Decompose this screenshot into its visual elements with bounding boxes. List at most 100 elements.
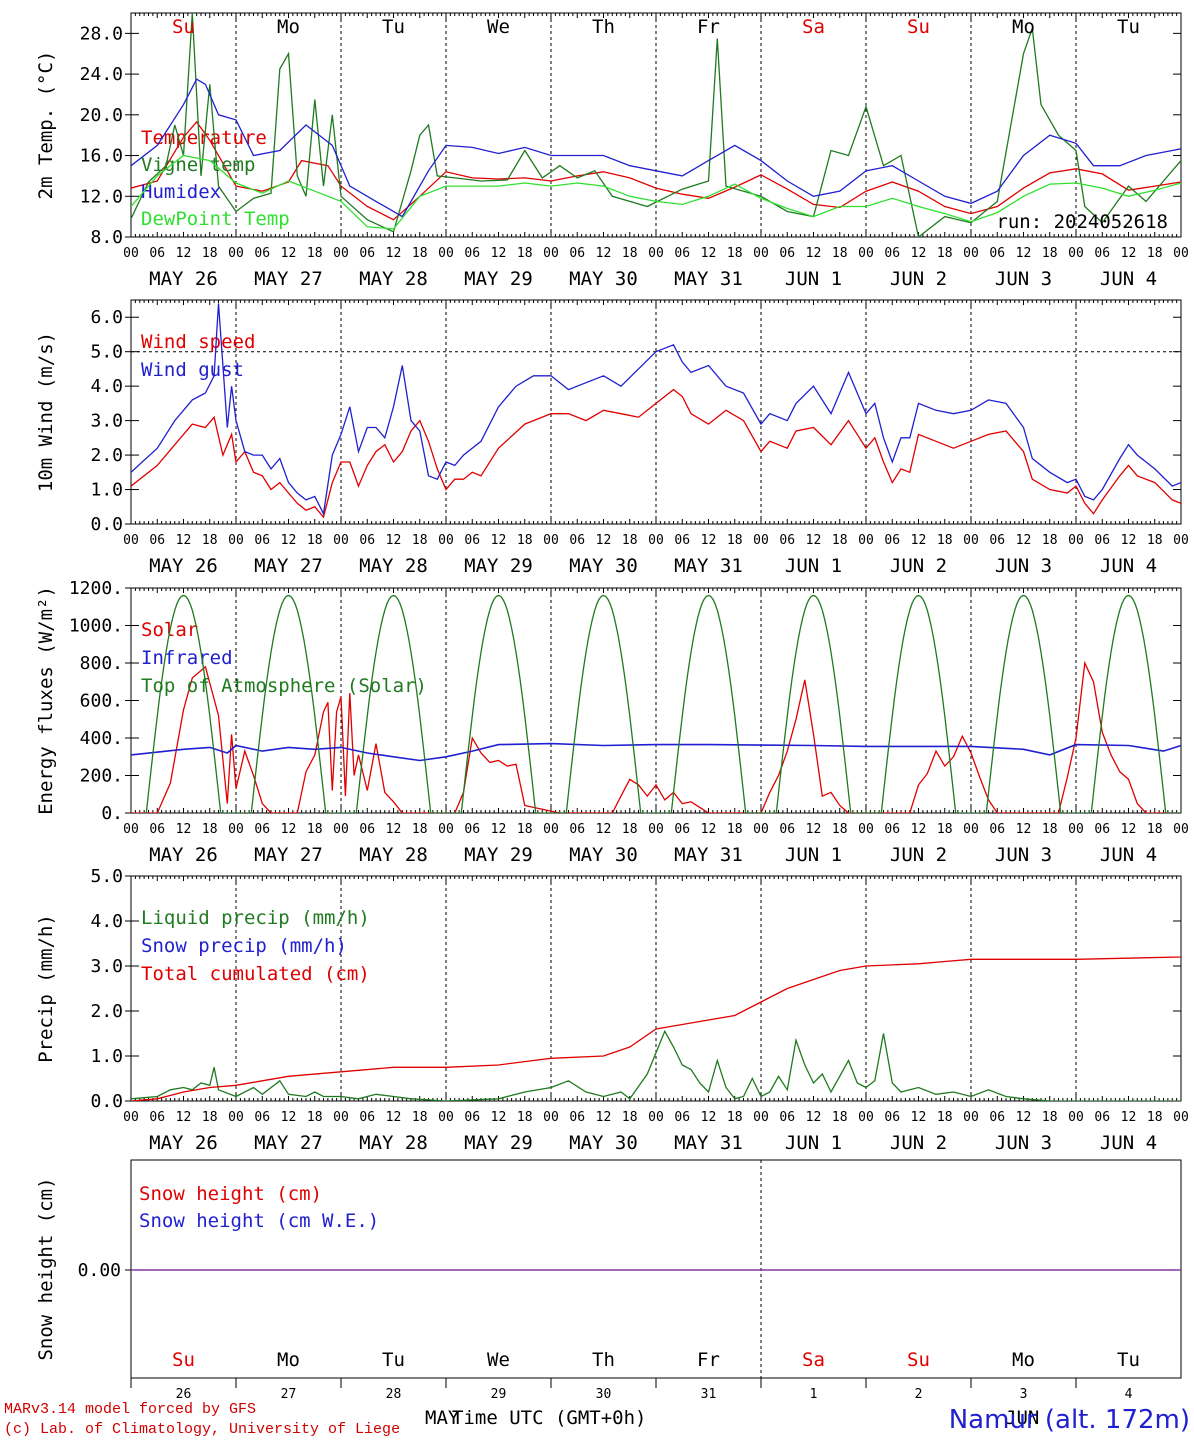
hour-tick-label: 18: [937, 533, 953, 548]
hour-tick-label: 12: [1121, 533, 1137, 548]
hour-tick-label: 06: [149, 822, 165, 837]
y-axis-title: Snow height (cm): [35, 1177, 57, 1360]
hour-tick-label: 12: [1016, 822, 1032, 837]
hour-tick-label: 12: [491, 246, 507, 261]
y-tick-label: 2.0: [90, 1001, 123, 1022]
lab-credit: (c) Lab. of Climatology, University of L…: [4, 1421, 400, 1438]
day-label: MAY 26: [149, 268, 218, 290]
hour-tick-label: 00: [858, 246, 874, 261]
day-label: MAY 28: [359, 268, 428, 290]
hour-tick-label: 12: [386, 533, 402, 548]
hour-tick-label: 12: [911, 533, 927, 548]
hour-tick-label: 06: [674, 822, 690, 837]
hour-tick-label: 00: [543, 822, 559, 837]
y-tick-label: 0.0: [90, 514, 123, 535]
hour-tick-label: 12: [386, 1110, 402, 1125]
hour-tick-label: 06: [569, 822, 585, 837]
weekday-label: Tu: [382, 1349, 405, 1371]
y-tick-label: 0.: [101, 803, 123, 824]
day-label: MAY 30: [569, 844, 638, 866]
hour-tick-label: 12: [1016, 1110, 1032, 1125]
day-label: MAY 31: [674, 555, 743, 577]
hour-tick-label: 12: [1016, 533, 1032, 548]
hour-tick-label: 18: [412, 1110, 428, 1125]
station-name: Namur (alt. 172m): [949, 1405, 1190, 1435]
weekday-label: We: [487, 16, 510, 38]
hour-tick-label: 00: [543, 533, 559, 548]
weekday-label: Th: [592, 1349, 615, 1371]
y-tick-label: 2.0: [90, 445, 123, 466]
day-number: 30: [596, 1387, 612, 1402]
series-line-top-of-atmosphere-solar: [145, 594, 1181, 813]
weekday-label: Tu: [1117, 16, 1140, 38]
hour-tick-label: 00: [963, 246, 979, 261]
hour-tick-label: 18: [307, 822, 323, 837]
hour-tick-label: 12: [596, 533, 612, 548]
hour-tick-label: 18: [517, 1110, 533, 1125]
hour-tick-label: 06: [464, 1110, 480, 1125]
day-label: MAY 27: [254, 268, 323, 290]
hour-tick-label: 00: [438, 533, 454, 548]
hour-tick-label: 06: [779, 822, 795, 837]
day-label: JUN 3: [995, 844, 1052, 866]
day-label: MAY 31: [674, 268, 743, 290]
hour-tick-label: 12: [281, 533, 297, 548]
legend-entry: Liquid precip (mm/h): [141, 907, 370, 929]
hour-tick-label: 18: [1147, 533, 1163, 548]
hour-tick-label: 00: [858, 822, 874, 837]
y-tick-label: 4.0: [90, 376, 123, 397]
y-tick-label: 0.00: [78, 1260, 121, 1281]
series-line-humidex: [131, 78, 1181, 218]
weekday-label: Fr: [697, 16, 720, 38]
hour-tick-label: 06: [464, 246, 480, 261]
hour-tick-label: 06: [674, 1110, 690, 1125]
hour-tick-label: 06: [359, 533, 375, 548]
weekday-label: Sa: [802, 1349, 825, 1371]
x-axis-title: Time UTC (GMT+0h): [452, 1407, 646, 1429]
hour-tick-label: 00: [438, 246, 454, 261]
hour-tick-label: 00: [963, 533, 979, 548]
y-tick-label: 16.0: [80, 146, 123, 167]
hour-tick-label: 06: [779, 1110, 795, 1125]
hour-tick-label: 06: [254, 246, 270, 261]
day-label: JUN 4: [1100, 555, 1157, 577]
hour-tick-label: 18: [307, 1110, 323, 1125]
plot-frame: [130, 12, 1182, 238]
y-tick-label: 28.0: [80, 23, 123, 44]
day-number: 1: [810, 1387, 818, 1402]
hour-tick-label: 06: [569, 1110, 585, 1125]
hour-tick-label: 06: [149, 533, 165, 548]
y-tick-label: 200.: [80, 766, 123, 787]
hour-tick-label: 06: [674, 533, 690, 548]
day-number: 27: [281, 1387, 297, 1402]
hour-tick-label: 12: [281, 1110, 297, 1125]
hour-tick-label: 00: [1068, 822, 1084, 837]
hour-tick-label: 12: [911, 1110, 927, 1125]
y-tick-label: 24.0: [80, 64, 123, 85]
hour-tick-label: 12: [176, 1110, 192, 1125]
hour-tick-label: 06: [254, 822, 270, 837]
hour-tick-label: 12: [281, 822, 297, 837]
day-label: MAY 26: [149, 844, 218, 866]
hour-tick-label: 06: [254, 533, 270, 548]
hour-tick-label: 18: [412, 246, 428, 261]
model-credit: MARv3.14 model forced by GFS: [4, 1401, 256, 1418]
legend-entry: Snow precip (mm/h): [141, 935, 347, 957]
plot-frame: [130, 587, 1182, 814]
hour-tick-label: 00: [1068, 533, 1084, 548]
hour-tick-label: 18: [832, 246, 848, 261]
hour-tick-label: 00: [123, 533, 139, 548]
day-label: MAY 29: [464, 555, 533, 577]
weekday-label: Th: [592, 16, 615, 38]
hour-tick-label: 12: [491, 533, 507, 548]
hour-tick-label: 06: [884, 822, 900, 837]
day-label: JUN 3: [995, 1132, 1052, 1154]
day-label: JUN 3: [995, 555, 1052, 577]
hour-tick-label: 00: [648, 822, 664, 837]
hour-tick-label: 18: [937, 1110, 953, 1125]
hour-tick-label: 00: [123, 1110, 139, 1125]
series-line-total-cumulated-cm: [131, 956, 1181, 1101]
y-tick-label: 6.0: [90, 307, 123, 328]
legend-entry: Vigne temp: [141, 154, 255, 176]
hour-tick-label: 18: [727, 1110, 743, 1125]
